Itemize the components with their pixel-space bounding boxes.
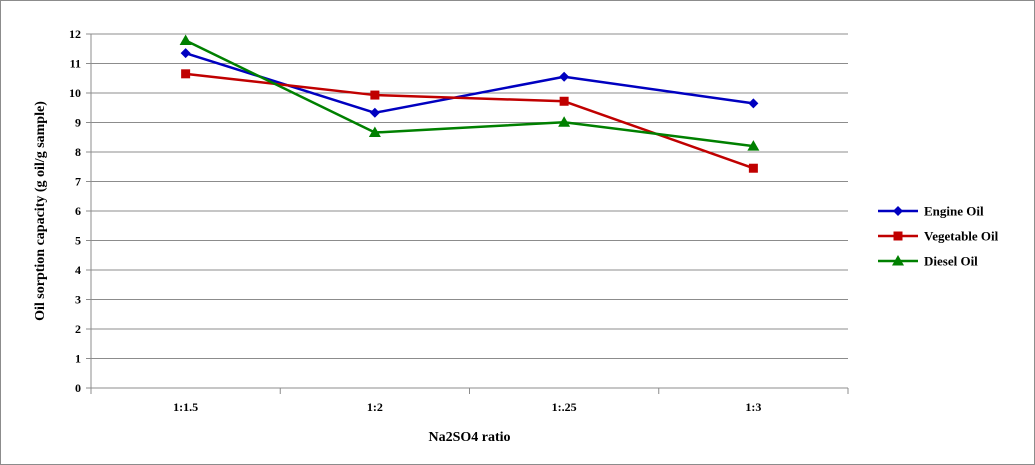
x-tick-label: 1:.25	[552, 400, 577, 414]
y-tick-label: 10	[69, 86, 81, 100]
legend-marker	[893, 231, 903, 241]
x-tick-label: 1:1.5	[173, 400, 198, 414]
y-tick-label: 4	[75, 263, 81, 277]
y-tick-label: 7	[75, 175, 81, 189]
legend: Engine Oil Vegetable Oil Diesel Oil	[878, 204, 999, 269]
x-axis-title: Na2SO4 ratio	[428, 430, 510, 445]
data-point-diesel-oil	[747, 140, 760, 151]
series-vegetable-oil	[181, 69, 758, 173]
data-point-vegetable-oil	[370, 90, 380, 100]
y-tick-label: 0	[75, 381, 81, 395]
x-tick-label: 1:3	[745, 400, 761, 414]
legend-label: Vegetable Oil	[924, 229, 999, 244]
data-point-engine-oil	[748, 98, 759, 109]
series-line-engine-oil	[185, 51, 754, 115]
data-point-vegetable-oil	[181, 69, 191, 79]
data-point-engine-oil	[180, 48, 191, 59]
series-group	[179, 34, 760, 173]
data-point-engine-oil	[369, 107, 380, 118]
x-tick-label: 1:2	[367, 400, 383, 414]
data-point-diesel-oil	[179, 34, 192, 45]
y-tick-label: 1	[75, 352, 81, 366]
y-tick-label: 11	[70, 57, 81, 71]
y-tick-label: 6	[75, 204, 81, 218]
legend-label: Engine Oil	[924, 204, 984, 219]
y-tick-label: 8	[75, 145, 81, 159]
y-tick-label: 3	[75, 293, 81, 307]
y-tick-label: 9	[75, 116, 81, 130]
data-point-diesel-oil	[558, 116, 571, 127]
x-tick-labels: 1:1.5 1:2 1:.25 1:3	[173, 400, 761, 414]
data-point-engine-oil	[559, 71, 570, 82]
y-tick-label: 2	[75, 322, 81, 336]
axes	[90, 34, 848, 389]
y-tick-label: 12	[69, 27, 81, 41]
series-line-vegetable-oil	[185, 72, 754, 170]
legend-marker	[892, 255, 904, 266]
series-diesel-oil	[179, 34, 760, 151]
legend-label: Diesel Oil	[924, 254, 978, 269]
y-tick-label: 5	[75, 234, 81, 248]
grid-lines	[86, 33, 849, 394]
legend-item-diesel-oil: Diesel Oil	[878, 254, 978, 269]
series-engine-oil	[180, 48, 759, 118]
data-point-diesel-oil	[368, 126, 381, 138]
data-point-vegetable-oil	[748, 163, 758, 173]
series-line-diesel-oil	[185, 39, 754, 148]
legend-item-engine-oil: Engine Oil	[878, 204, 984, 219]
y-axis-title: Oil sorption capacity (g oil/g sample)	[33, 101, 48, 321]
data-point-vegetable-oil	[559, 96, 569, 106]
legend-marker	[893, 206, 903, 216]
legend-item-vegetable-oil: Vegetable Oil	[878, 229, 999, 244]
